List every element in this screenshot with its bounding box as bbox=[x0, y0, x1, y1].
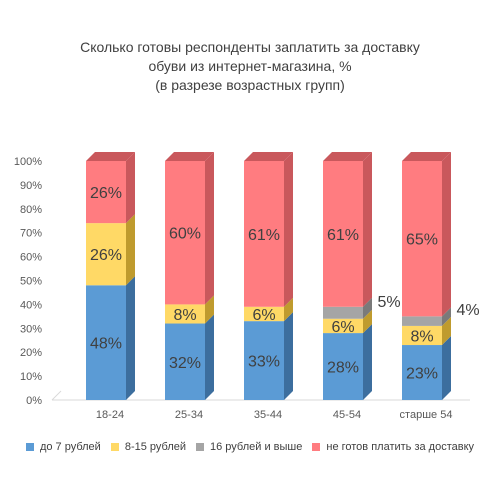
y-tick-label: 100% bbox=[14, 156, 42, 168]
bar-side-face bbox=[126, 276, 135, 400]
data-label: 23% bbox=[406, 366, 438, 383]
bar-side-face bbox=[284, 297, 293, 322]
data-label: 8% bbox=[173, 307, 196, 324]
bar-top-face bbox=[402, 152, 451, 161]
legend-swatch bbox=[110, 443, 119, 451]
legend-label: 8-15 рублей bbox=[124, 441, 187, 453]
data-label: 33% bbox=[248, 354, 280, 371]
bar-side-face bbox=[205, 295, 214, 324]
y-tick-label: 60% bbox=[20, 252, 42, 264]
legend-item: 16 рублей и выше bbox=[196, 441, 302, 453]
y-tick-label: 10% bbox=[20, 371, 42, 383]
bar-segment bbox=[323, 306, 363, 319]
y-tick-label: 90% bbox=[20, 180, 42, 192]
bar-segment bbox=[402, 345, 442, 400]
chart-legend: до 7 рублей 8-15 рублей 16 рублей и выше не… bbox=[0, 441, 500, 453]
bar-side-face bbox=[442, 152, 451, 317]
legend-swatch bbox=[312, 443, 321, 451]
data-label: 6% bbox=[331, 319, 354, 336]
legend-label: до 7 рублей bbox=[39, 441, 101, 453]
data-label: 60% bbox=[169, 226, 201, 243]
legend-swatch bbox=[25, 443, 34, 451]
bar-side-face bbox=[284, 312, 293, 400]
legend-label: не готов платить за доставку bbox=[326, 441, 475, 453]
bar-side-face bbox=[126, 152, 135, 224]
y-tick-label: 0% bbox=[26, 395, 42, 407]
legend-item: до 7 рублей bbox=[25, 441, 101, 453]
bar-side-face bbox=[284, 152, 293, 307]
floor-edge bbox=[51, 390, 62, 401]
bar-segment bbox=[402, 325, 442, 346]
bar-top-face bbox=[323, 152, 372, 161]
data-label: 4% bbox=[456, 302, 479, 319]
bar-top-face bbox=[165, 152, 214, 161]
bar-side-face bbox=[442, 336, 451, 400]
legend-swatch bbox=[196, 443, 205, 451]
data-label: 5% bbox=[377, 294, 400, 311]
y-tick-label: 80% bbox=[20, 204, 42, 216]
bar-top-face bbox=[244, 152, 293, 161]
bar-segment bbox=[244, 306, 284, 322]
x-category-label: 35-44 bbox=[254, 409, 282, 421]
bar-segment bbox=[165, 323, 205, 400]
x-category-label: 45-54 bbox=[333, 409, 361, 421]
bar-side-face bbox=[363, 309, 372, 334]
legend-label: 16 рублей и выше bbox=[210, 441, 303, 453]
chart-title-line-2: обуви из интернет-магазина, % bbox=[148, 58, 352, 74]
data-label: 65% bbox=[406, 232, 438, 249]
x-category-label: 25-34 bbox=[175, 409, 203, 421]
data-label: 61% bbox=[327, 227, 359, 244]
bar-segment bbox=[244, 161, 284, 307]
bar-segment bbox=[165, 161, 205, 305]
legend-item: 8-15 рублей bbox=[110, 441, 187, 453]
bar-side-face bbox=[205, 314, 214, 400]
bar-side-face bbox=[363, 324, 372, 400]
y-tick-label: 40% bbox=[20, 299, 42, 311]
bar-segment bbox=[165, 304, 205, 324]
bar-segment bbox=[323, 161, 363, 307]
chart-title-line-1: Сколько готовы респонденты заплатить за … bbox=[80, 39, 420, 55]
y-tick-label: 70% bbox=[20, 228, 42, 240]
data-label: 28% bbox=[327, 360, 359, 377]
x-category-label: 18-24 bbox=[96, 409, 124, 421]
data-label: 48% bbox=[90, 336, 122, 353]
bar-top-face bbox=[86, 152, 135, 161]
bar-segment bbox=[86, 161, 126, 224]
bar-side-face bbox=[442, 307, 451, 326]
bar-segment bbox=[86, 285, 126, 400]
data-label: 6% bbox=[252, 307, 275, 324]
data-label: 32% bbox=[169, 355, 201, 372]
bar-segment bbox=[402, 316, 442, 326]
bar-segment bbox=[86, 223, 126, 286]
bar-segment bbox=[323, 333, 363, 400]
y-tick-label: 20% bbox=[20, 347, 42, 359]
y-tick-label: 30% bbox=[20, 323, 42, 335]
bar-side-face bbox=[363, 297, 372, 319]
bar-side-face bbox=[205, 152, 214, 305]
chart-title: Сколько готовы респонденты заплатить за … bbox=[0, 38, 500, 95]
chart-title-line-3: (в разрезе возрастных групп) bbox=[155, 77, 345, 93]
legend-item: не готов платить за доставку bbox=[312, 441, 474, 453]
x-category-label: старше 54 bbox=[400, 409, 453, 421]
data-label: 8% bbox=[410, 328, 433, 345]
bar-side-face bbox=[363, 152, 372, 307]
y-tick-label: 50% bbox=[20, 276, 42, 288]
bar-segment bbox=[244, 321, 284, 400]
data-label: 61% bbox=[248, 227, 280, 244]
data-label: 26% bbox=[90, 185, 122, 202]
bar-side-face bbox=[442, 316, 451, 346]
bar-side-face bbox=[126, 214, 135, 286]
data-label: 26% bbox=[90, 247, 122, 264]
bar-segment bbox=[402, 161, 442, 317]
bar-segment bbox=[323, 318, 363, 334]
